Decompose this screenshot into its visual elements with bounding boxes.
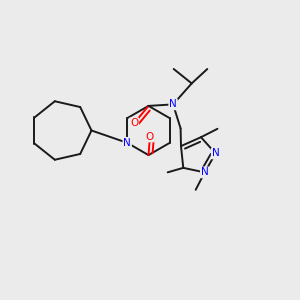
Text: N: N xyxy=(212,148,220,158)
Text: N: N xyxy=(201,167,208,177)
Text: O: O xyxy=(146,131,154,142)
Text: N: N xyxy=(123,138,131,148)
Text: O: O xyxy=(130,118,138,128)
Text: N: N xyxy=(169,99,177,110)
